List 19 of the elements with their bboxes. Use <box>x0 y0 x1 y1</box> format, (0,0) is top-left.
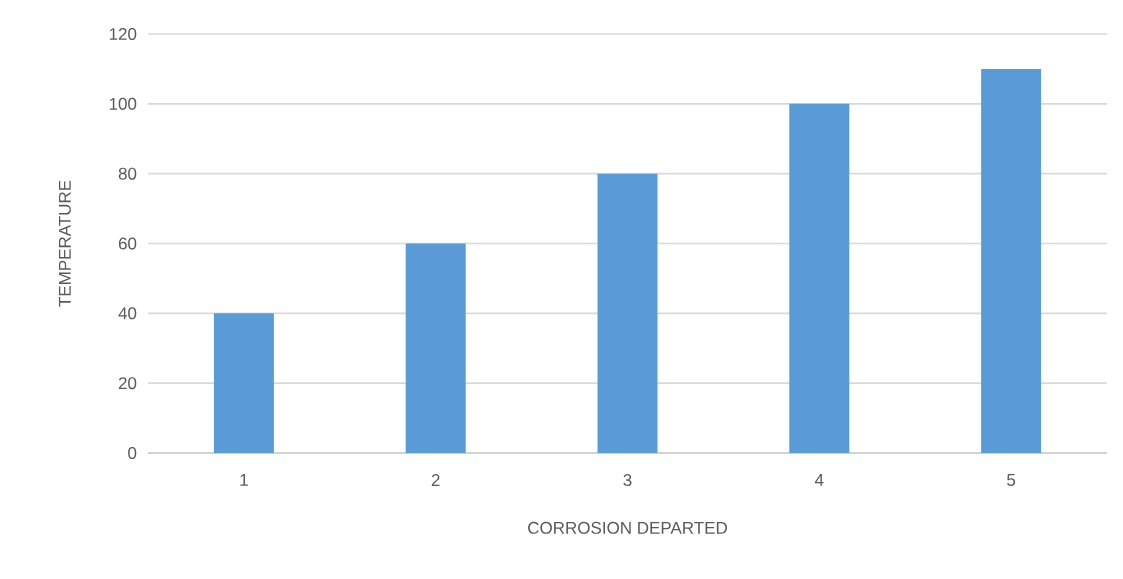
bar <box>213 313 274 453</box>
bar <box>789 103 850 453</box>
y-tick-label: 0 <box>128 447 137 460</box>
x-axis-title: CORROSION DEPARTED <box>528 521 727 534</box>
x-tick-label: 5 <box>1007 474 1016 486</box>
y-tick-label: 20 <box>118 377 137 390</box>
y-tick-label: 80 <box>118 167 137 180</box>
y-tick-label: 120 <box>109 28 137 41</box>
bar <box>981 68 1042 453</box>
y-tick-label: 100 <box>109 97 137 110</box>
y-axis-title: TEMPERATURE <box>58 180 71 307</box>
bar <box>597 173 658 453</box>
x-tick-label: 4 <box>814 474 824 486</box>
y-tick-label: 60 <box>118 237 137 250</box>
y-tick-label: 40 <box>118 307 137 320</box>
x-tick-label: 1 <box>240 474 248 486</box>
bar <box>405 243 466 453</box>
x-tick-label: 2 <box>431 474 440 486</box>
x-tick-label: 3 <box>623 474 632 487</box>
